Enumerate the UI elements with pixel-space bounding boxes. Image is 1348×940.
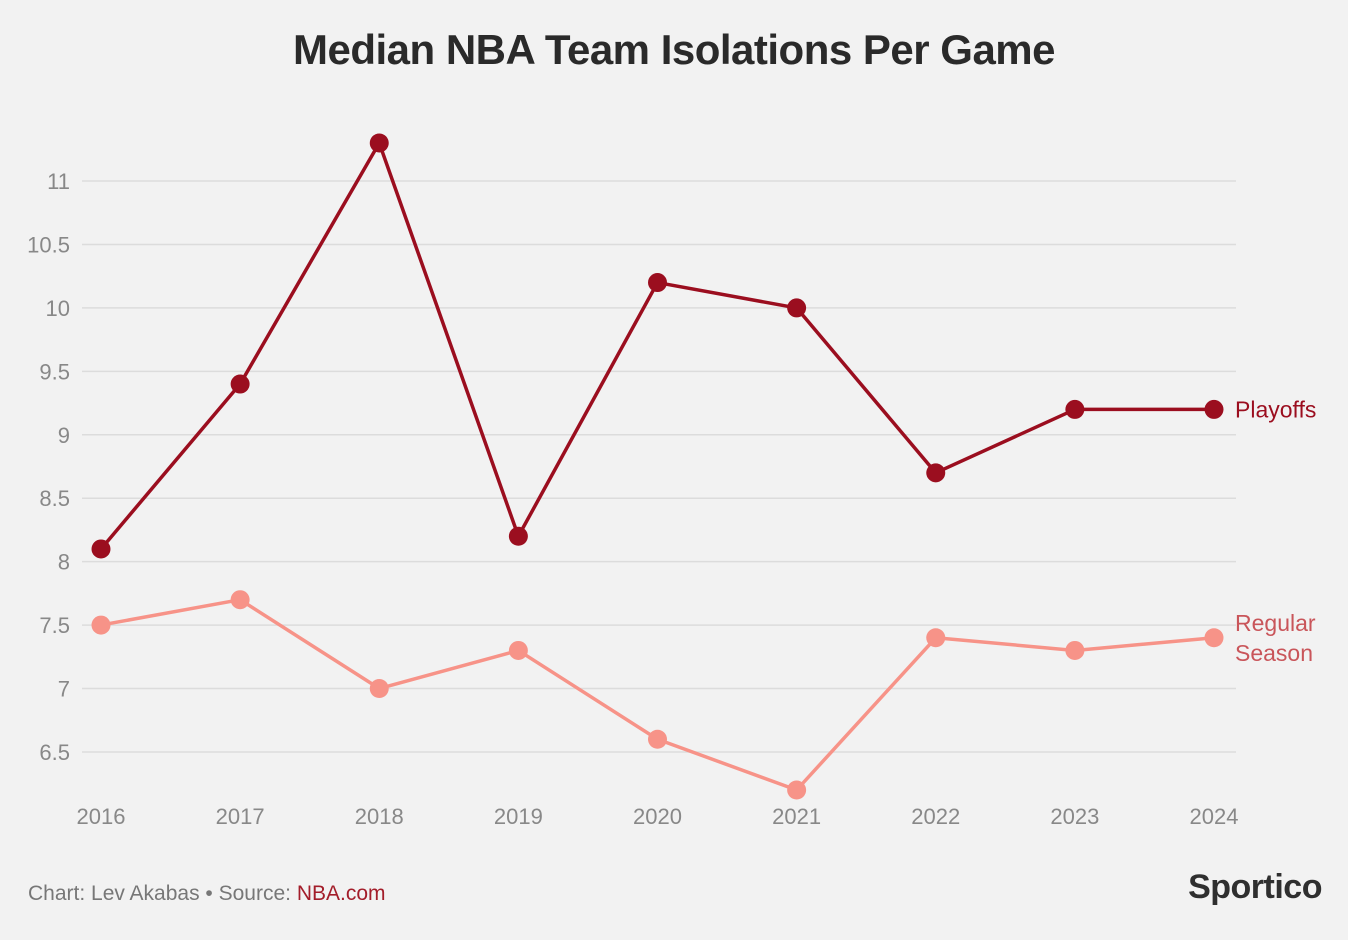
playoffs-point (369, 133, 389, 153)
x-axis-ticks: 2016 2017 2018 2019 2020 2021 2022 2023 2024 (77, 804, 1239, 829)
playoffs-label: Playoffs (1235, 396, 1316, 422)
playoffs-point (230, 374, 250, 394)
playoffs-point (926, 463, 946, 483)
y-tick-label: 8 (58, 550, 70, 575)
regular-season-point (369, 679, 389, 699)
x-tick-label: 2020 (633, 804, 682, 829)
x-tick-label: 2016 (77, 804, 126, 829)
playoffs-point (508, 526, 528, 546)
regular-season-point (508, 640, 528, 660)
y-tick-label: 7 (58, 677, 70, 702)
playoffs-point (1204, 399, 1224, 419)
regular-season-point (91, 615, 111, 635)
credit-text: Chart: Lev Akabas • Source: (28, 882, 297, 905)
x-tick-label: 2017 (216, 804, 265, 829)
playoffs-point (648, 273, 667, 293)
regular-season-point (1065, 640, 1085, 660)
x-tick-label: 2023 (1050, 804, 1099, 829)
series-layer (91, 133, 1224, 800)
series-labels: Regular Season Playoffs (1235, 396, 1316, 665)
y-tick-label: 7.5 (39, 613, 70, 638)
y-tick-label: 6.5 (39, 740, 70, 765)
playoffs-point (1065, 399, 1085, 419)
y-tick-label: 11 (47, 169, 70, 194)
playoffs-point (91, 539, 111, 559)
y-tick-label: 8.5 (39, 486, 70, 511)
playoffs-point (787, 298, 807, 318)
x-tick-label: 2019 (494, 804, 543, 829)
chart-credit: Chart: Lev Akabas • Source: NBA.com (28, 882, 386, 906)
y-tick-label: 10 (46, 296, 70, 321)
y-tick-label: 10.5 (27, 232, 70, 257)
x-tick-label: 2024 (1190, 804, 1239, 829)
x-tick-label: 2021 (772, 804, 821, 829)
y-tick-label: 9.5 (39, 359, 70, 384)
regular-season-point (1204, 628, 1224, 648)
y-tick-label: 9 (58, 423, 70, 448)
regular-season-point (787, 780, 807, 800)
regular-season-point (230, 590, 250, 610)
chart-title: Median NBA Team Isolations Per Game (292, 26, 1056, 73)
source-link[interactable]: NBA.com (296, 882, 386, 905)
regular-season-point (648, 729, 667, 749)
x-tick-label: 2022 (911, 804, 960, 829)
regular-season-label: Regular Season (1235, 610, 1316, 666)
y-axis-ticks: 6.5 7 7.5 8 8.5 9 9.5 10 10.5 11 (27, 169, 70, 765)
playoffs-line (99, 141, 1214, 551)
x-tick-label: 2018 (355, 804, 404, 829)
series-regular-season (91, 590, 1224, 800)
regular-season-line (100, 597, 1215, 792)
grid-lines (82, 180, 1236, 753)
regular-season-point (926, 628, 946, 648)
series-playoffs (91, 133, 1224, 559)
sportico-logo: Sportico (1188, 868, 1322, 906)
